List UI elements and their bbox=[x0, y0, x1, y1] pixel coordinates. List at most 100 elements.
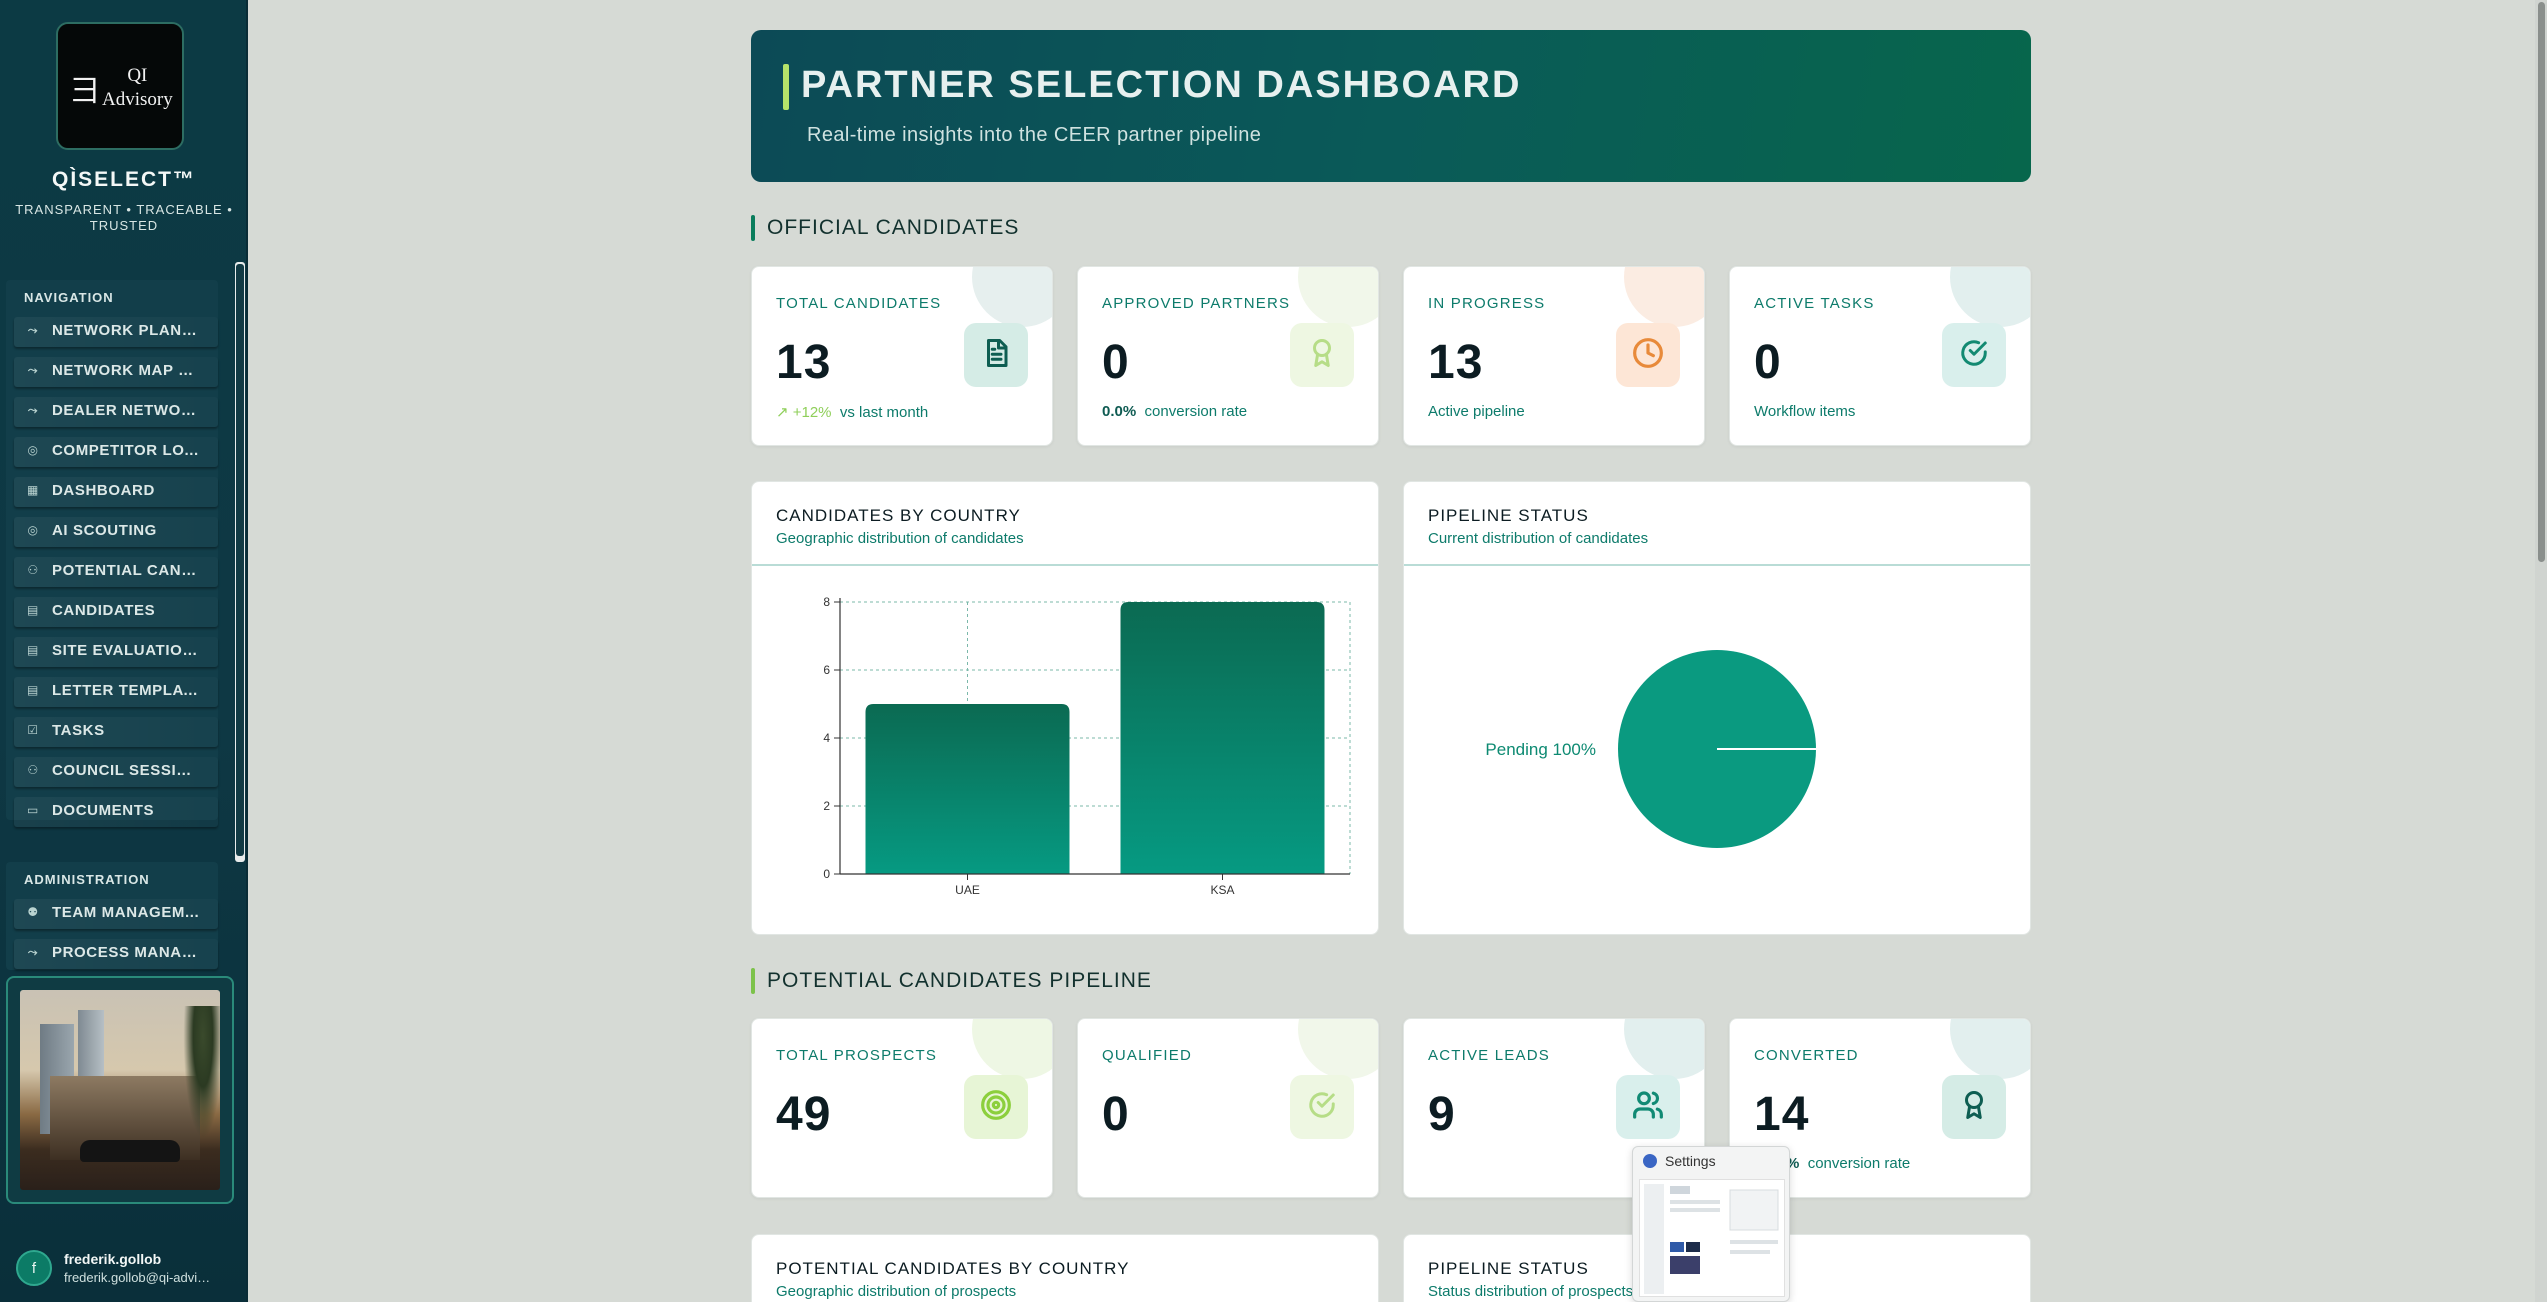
user-profile[interactable]: f frederik.gollob frederik.gollob@qi-adv… bbox=[0, 1234, 248, 1302]
card-label: TOTAL CANDIDATES bbox=[776, 295, 942, 312]
card-foot-text: conversion rate bbox=[1807, 1155, 1911, 1172]
sidebar-item[interactable]: ⚇ POTENTIAL CAND... bbox=[6, 550, 218, 590]
sidebar-item-label: TEAM MANAGEM... bbox=[52, 903, 200, 921]
nav-group-title: NAVIGATION bbox=[24, 290, 114, 305]
page-scrollbar-thumb[interactable] bbox=[2538, 2, 2545, 562]
card-footnote: % conversion rate bbox=[1786, 1155, 1910, 1172]
x-tick-label: UAE bbox=[955, 883, 980, 897]
card-decoration bbox=[1298, 1019, 1378, 1079]
sidebar-item-label: NETWORK PLANN... bbox=[52, 321, 202, 339]
bar bbox=[865, 704, 1070, 874]
page-title: PARTNER SELECTION DASHBOARD bbox=[801, 64, 1522, 106]
stat-card[interactable]: APPROVED PARTNERS 0 0.0% conversion rate bbox=[1077, 266, 1379, 446]
sidebar-scrollbar-thumb[interactable] bbox=[236, 264, 244, 856]
clock-icon bbox=[1632, 337, 1664, 374]
card-label: TOTAL PROSPECTS bbox=[776, 1047, 938, 1064]
bar bbox=[1120, 602, 1325, 874]
card-value: 9 bbox=[1428, 1088, 1456, 1141]
bar-chart: 0 2 4 6 8 UAE KSA bbox=[823, 595, 1351, 897]
sidebar-item[interactable]: ⤳ DEALER NETWOR... bbox=[6, 390, 218, 430]
card-decoration bbox=[972, 1019, 1052, 1079]
sidebar-item-label: AI SCOUTING bbox=[52, 521, 157, 539]
file-icon: ▤ bbox=[27, 643, 39, 657]
settings-window-preview[interactable]: Settings bbox=[1632, 1146, 1790, 1302]
section-title-official: OFFICIAL CANDIDATES bbox=[751, 215, 1019, 241]
sidebar-item[interactable]: ⤳ NETWORK MAP & ... bbox=[6, 350, 218, 390]
sidebar-item[interactable]: ▤ SITE EVALUATIONS bbox=[6, 630, 218, 670]
sidebar-item[interactable]: ▭ DOCUMENTS bbox=[6, 790, 218, 830]
pie-chart: Pending 100% bbox=[1485, 650, 1816, 848]
card-footnote: 0.0% conversion rate bbox=[1102, 403, 1247, 420]
sidebar-item[interactable]: ◎ AI SCOUTING bbox=[6, 510, 218, 550]
card-foot-text: vs last month bbox=[839, 404, 929, 421]
user-email: frederik.gollob@qi-advis... bbox=[64, 1270, 214, 1285]
settings-thumbnail-graphic bbox=[1644, 1184, 1779, 1294]
route-icon: ⤳ bbox=[27, 945, 39, 959]
card-label: IN PROGRESS bbox=[1428, 295, 1546, 312]
radar-icon: ◎ bbox=[27, 523, 39, 537]
card-value: 0 bbox=[1102, 1088, 1130, 1141]
settings-thumbnail[interactable] bbox=[1639, 1179, 1785, 1297]
sidebar-item[interactable]: ⤳ PROCESS MANAG... bbox=[6, 932, 218, 972]
sidebar-item[interactable]: ☑ TASKS bbox=[6, 710, 218, 750]
file-icon: ▤ bbox=[27, 683, 39, 697]
stat-card[interactable]: TOTAL CANDIDATES 13 ↗ +12% vs last month bbox=[751, 266, 1053, 446]
potential-by-country-panel: POTENTIAL CANDIDATES BY COUNTRY Geograph… bbox=[751, 1234, 1379, 1302]
card-icon-box bbox=[1290, 323, 1354, 387]
card-value: 13 bbox=[1428, 336, 1484, 389]
file-icon bbox=[981, 338, 1011, 373]
candidates-by-country-panel: CANDIDATES BY COUNTRY Geographic distrib… bbox=[751, 481, 1379, 935]
card-foot-text: conversion rate bbox=[1144, 403, 1248, 420]
logo-text: QI Advisory bbox=[102, 64, 173, 112]
panel-title: PIPELINE STATUS bbox=[1428, 506, 1589, 525]
users-icon: ⚇ bbox=[27, 763, 39, 777]
stat-card[interactable]: ACTIVE TASKS 0 Workflow items bbox=[1729, 266, 2031, 446]
sidebar-item[interactable]: ⚇ COUNCIL SESSIO... bbox=[6, 750, 218, 790]
stat-card[interactable]: IN PROGRESS 13 Active pipeline bbox=[1403, 266, 1705, 446]
pie-slice-label: Pending 100% bbox=[1485, 740, 1596, 759]
sidebar-item[interactable]: ◎ COMPETITOR LO... bbox=[6, 430, 218, 470]
card-footnote: ↗ +12% vs last month bbox=[776, 403, 928, 421]
card-foot-text: Workflow items bbox=[1754, 403, 1856, 420]
avatar[interactable]: f bbox=[16, 1250, 52, 1286]
card-value: 13 bbox=[776, 336, 832, 389]
panel-title: POTENTIAL CANDIDATES BY COUNTRY bbox=[776, 1259, 1130, 1278]
sidebar-item[interactable]: ⚉ TEAM MANAGEM... bbox=[6, 892, 218, 932]
sidebar-item[interactable]: ⤳ NETWORK PLANN... bbox=[6, 310, 218, 350]
promo-image-card bbox=[6, 976, 234, 1204]
sidebar-item[interactable]: ▤ CANDIDATES bbox=[6, 590, 218, 630]
card-value: 0 bbox=[1102, 336, 1130, 389]
card-footnote: Active pipeline bbox=[1428, 403, 1525, 420]
card-value: 14 bbox=[1754, 1088, 1810, 1141]
sidebar-item-label: CANDIDATES bbox=[52, 601, 156, 619]
card-footnote: Workflow items bbox=[1754, 403, 1855, 420]
card-icon-box bbox=[1616, 323, 1680, 387]
sidebar-item[interactable]: ▤ LETTER TEMPLAT... bbox=[6, 670, 218, 710]
card-decoration bbox=[1624, 1019, 1704, 1079]
sidebar-item-label: DEALER NETWOR... bbox=[52, 401, 202, 419]
trend-indicator: ↗ +12% bbox=[776, 404, 832, 421]
page-scrollbar[interactable] bbox=[2535, 0, 2547, 1302]
logo[interactable]: ⺕ QI Advisory bbox=[56, 22, 184, 150]
user-name: frederik.gollob bbox=[64, 1251, 162, 1267]
award-icon bbox=[1959, 1090, 1989, 1125]
check-circle-icon bbox=[1959, 338, 1989, 373]
nav-group-administration: ADMINISTRATION ⚉ TEAM MANAGEM... ⤳ PROCESS … bbox=[6, 862, 218, 970]
card-icon-box bbox=[1290, 1075, 1354, 1139]
settings-header: Settings bbox=[1633, 1147, 1789, 1175]
card-value: 49 bbox=[776, 1088, 832, 1141]
stat-card[interactable]: TOTAL PROSPECTS 49 bbox=[751, 1018, 1053, 1198]
card-decoration bbox=[1298, 267, 1378, 327]
sidebar-scrollbar[interactable] bbox=[235, 262, 245, 862]
card-icon-box bbox=[964, 323, 1028, 387]
sidebar-item-label: TASKS bbox=[52, 721, 105, 739]
x-tick-label: KSA bbox=[1210, 883, 1234, 897]
route-icon: ⤳ bbox=[27, 363, 39, 377]
card-icon-box bbox=[1942, 323, 2006, 387]
sidebar-item[interactable]: ▦ DASHBOARD bbox=[6, 470, 218, 510]
dashboard-header: PARTNER SELECTION DASHBOARD Real-time in… bbox=[751, 30, 2031, 182]
check-square-icon: ☑ bbox=[27, 723, 39, 737]
grid-icon: ▦ bbox=[27, 483, 39, 497]
sidebar-item-label: SITE EVALUATIONS bbox=[52, 641, 202, 659]
stat-card[interactable]: QUALIFIED 0 bbox=[1077, 1018, 1379, 1198]
